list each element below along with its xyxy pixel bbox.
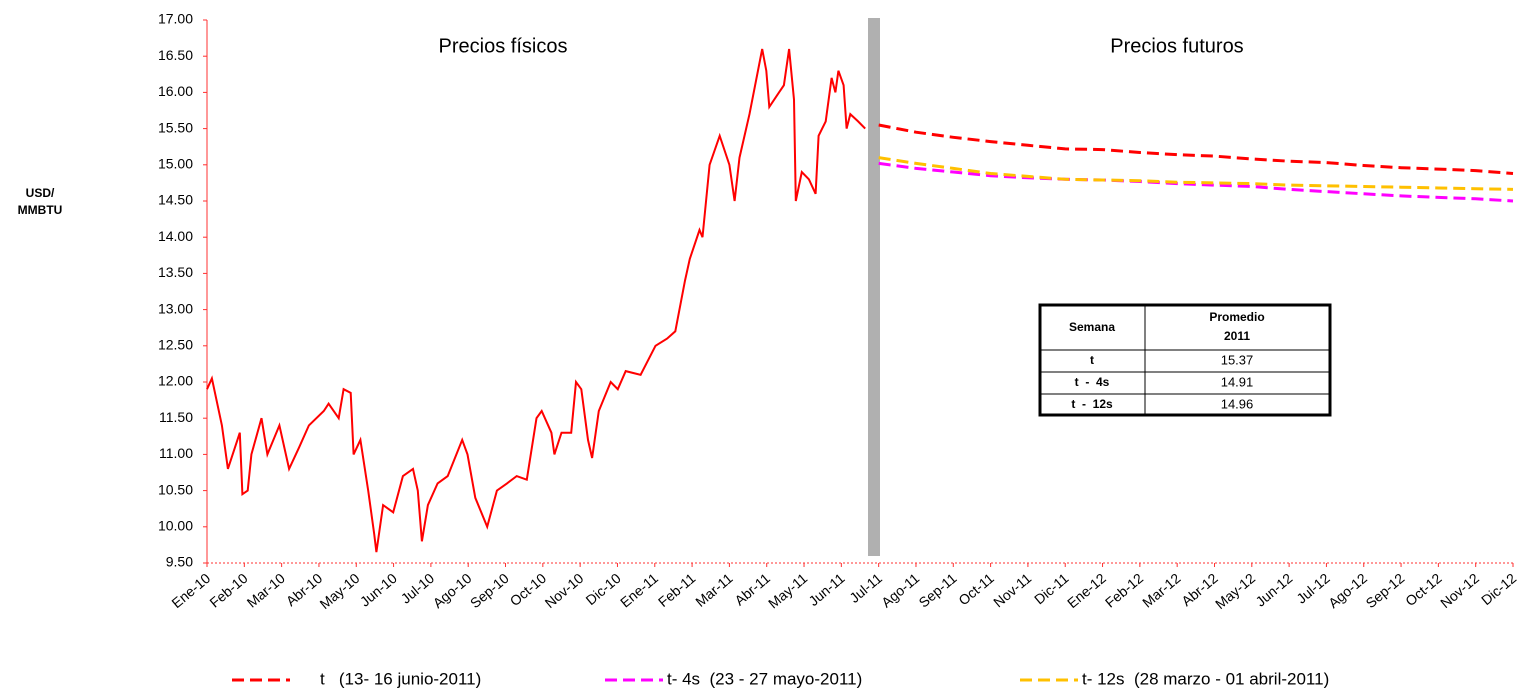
y-tick-label: 10.00: [158, 518, 193, 534]
y-tick-label: 12.50: [158, 337, 193, 353]
table-header: 2011: [1224, 329, 1250, 343]
y-axis-label: USD/: [26, 186, 55, 200]
legend-label: t (13- 16 junio-2011): [320, 669, 481, 688]
annotation: Precios futuros: [1110, 35, 1243, 57]
y-tick-label: 15.00: [158, 156, 193, 172]
table-border: [1038, 303, 1332, 417]
y-axis-label: MMBTU: [18, 203, 63, 217]
x-tick-label: Mar-12: [1139, 570, 1183, 611]
table-cell: 15.37: [1221, 352, 1254, 367]
x-tick-label: Ago-10: [430, 570, 475, 611]
x-tick-label: Oct-11: [955, 570, 997, 609]
x-tick-label: Sep-12: [1362, 570, 1407, 611]
x-tick-label: Ago-12: [1325, 570, 1370, 611]
table-cell: 14.96: [1221, 396, 1254, 411]
x-tick-label: May-12: [1212, 570, 1258, 612]
y-tick-label: 16.00: [158, 83, 193, 99]
x-tick-label: Dic-12: [1478, 570, 1518, 608]
x-tick-label: Sep-11: [916, 570, 960, 611]
x-tick-label: Ago-11: [878, 570, 922, 611]
y-tick-label: 13.00: [158, 300, 193, 316]
y-tick-label: 11.50: [159, 409, 193, 425]
table-header: Semana: [1069, 320, 1115, 334]
summary-table: Semana Promedio 2011 t 15.37 t - 4s 14.91 t …: [1038, 303, 1332, 417]
x-tick-label: Ene-11: [617, 570, 661, 611]
legend-label: t- 4s (23 - 27 mayo-2011): [667, 669, 862, 688]
table-cell: t - 4s: [1075, 375, 1110, 389]
legend-label: t- 12s (28 marzo - 01 abril-2011): [1082, 669, 1329, 688]
table-header: Promedio: [1209, 310, 1264, 324]
x-tick-label: Feb-11: [655, 570, 699, 610]
y-tick-label: 9.50: [166, 554, 193, 570]
x-tick-label: Feb-12: [1102, 570, 1146, 611]
y-tick-label: 14.50: [158, 192, 193, 208]
table-cell: t: [1090, 353, 1094, 367]
x-tick-label: Jun-10: [357, 570, 400, 610]
y-tick-label: 17.00: [158, 11, 193, 27]
y-tick-label: 11.00: [159, 445, 193, 461]
separator: [868, 18, 880, 556]
x-tick-label: Oct-12: [1402, 570, 1445, 609]
table-cell: 14.91: [1221, 374, 1254, 389]
series-line: [878, 161, 1514, 203]
x-tick-label: Sep-10: [467, 570, 512, 611]
table-cell: t - 12s: [1071, 397, 1113, 411]
x-tick-label: Ene-12: [1064, 570, 1109, 611]
x-tick-label: Nov-12: [1437, 570, 1482, 611]
physical-line: [206, 48, 866, 553]
x-tick-label: Jun-11: [805, 570, 847, 609]
x-tick-label: Ene-10: [168, 570, 213, 611]
x-tick-label: Dic-10: [582, 570, 623, 608]
y-tick-label: 16.50: [158, 47, 193, 63]
series-line: [878, 123, 1514, 175]
y-tick-label: 13.50: [158, 264, 193, 280]
x-tick-label: Oct-10: [507, 570, 550, 609]
x-tick-label: Jun-12: [1252, 570, 1295, 610]
annotation: Precios físicos: [439, 35, 568, 57]
y-tick-label: 12.00: [158, 373, 193, 389]
x-tick-label: May-11: [765, 570, 810, 612]
x-tick-label: Nov-11: [990, 570, 1034, 611]
series-line: [878, 156, 1514, 191]
x-tick-label: Feb-10: [206, 570, 250, 611]
y-tick-label: 14.00: [158, 228, 193, 244]
x-tick-label: May-10: [317, 570, 363, 612]
x-tick-label: Nov-10: [542, 570, 587, 611]
y-tick-label: 10.50: [158, 481, 193, 497]
y-tick-label: 15.50: [158, 119, 193, 135]
x-tick-label: Mar-10: [244, 570, 288, 611]
x-tick-label: Mar-11: [692, 570, 736, 610]
